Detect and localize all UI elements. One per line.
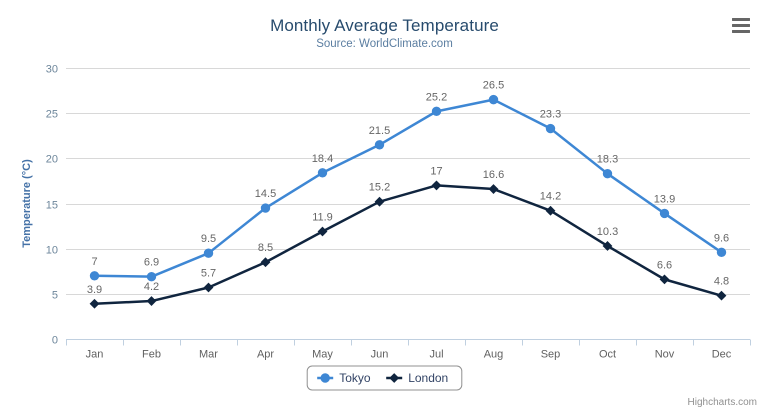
y-axis-title-group: Temperature (°C) xyxy=(21,159,33,248)
x-axis-tick-label: Dec xyxy=(712,349,732,361)
data-point-marker[interactable] xyxy=(317,168,328,178)
data-point-label: 25.2 xyxy=(426,91,447,103)
data-point-label: 23.3 xyxy=(540,109,561,121)
y-axis-tick-label: 20 xyxy=(46,154,58,166)
data-point-label: 14.5 xyxy=(255,188,276,200)
y-axis-tick-label: 30 xyxy=(46,64,58,76)
y-axis-tick-label: 10 xyxy=(46,245,58,257)
data-point-marker[interactable] xyxy=(146,271,157,282)
data-point-label: 10.3 xyxy=(597,226,618,238)
data-point-label: 14.2 xyxy=(540,191,561,203)
data-point-marker[interactable] xyxy=(203,282,214,293)
data-point-label: 9.6 xyxy=(714,232,729,244)
x-axis-tick-label: Jun xyxy=(371,349,389,361)
data-point-marker[interactable] xyxy=(89,271,100,281)
legend-label: London xyxy=(408,371,448,385)
legend-box xyxy=(306,365,463,391)
data-point-label: 7 xyxy=(91,256,97,268)
legend-item-tokyo[interactable]: Tokyo xyxy=(317,371,371,385)
data-point-label: 15.2 xyxy=(369,182,390,194)
x-axis-tick-label: Oct xyxy=(599,349,616,361)
data-point-label: 9.5 xyxy=(201,233,216,245)
series-data-labels: 7 6.9 9.5 14.5 18.4 21.5 25.2 26.5 23.3 18.3 13.9 9… xyxy=(87,80,729,296)
y-axis-title: Temperature (°C) xyxy=(21,159,33,248)
x-axis-tick-label: Jul xyxy=(429,349,443,361)
data-point-label: 8.5 xyxy=(258,242,273,254)
series-line-london[interactable] xyxy=(93,184,723,306)
legend-label: Tokyo xyxy=(339,371,371,385)
data-point-label: 17 xyxy=(430,165,442,177)
data-point-marker[interactable] xyxy=(260,203,271,213)
chart-legend[interactable]: Tokyo London xyxy=(306,365,463,391)
credits-link[interactable]: Highcharts.com xyxy=(687,397,757,408)
data-point-marker[interactable] xyxy=(260,257,271,268)
hamburger-bar-3 xyxy=(732,29,750,33)
data-point-marker[interactable] xyxy=(374,196,385,207)
data-point-marker[interactable] xyxy=(488,184,499,194)
series-lines xyxy=(93,98,723,306)
data-point-label: 4.8 xyxy=(714,276,729,288)
data-point-marker[interactable] xyxy=(659,208,670,219)
chart-title: Monthly Average Temperature xyxy=(270,16,499,35)
data-point-marker[interactable] xyxy=(488,94,499,105)
data-point-marker[interactable] xyxy=(602,168,613,179)
y-axis-labels: 0 5 10 15 20 25 30 xyxy=(46,64,58,347)
y-axis-tick-label: 0 xyxy=(52,335,58,347)
data-point-label: 21.5 xyxy=(369,125,390,137)
data-point-marker[interactable] xyxy=(545,123,556,134)
data-point-label: 3.9 xyxy=(87,284,102,296)
data-point-marker[interactable] xyxy=(203,248,214,258)
y-axis-tick-label: 5 xyxy=(52,290,58,302)
x-axis-tick-label: May xyxy=(312,349,333,361)
data-point-label: 6.6 xyxy=(657,259,672,271)
hamburger-bar-2 xyxy=(732,23,750,27)
data-point-label: 18.4 xyxy=(312,153,333,165)
x-axis-tick-label: Mar xyxy=(199,349,218,361)
y-axis-tick-label: 25 xyxy=(46,109,58,121)
context-menu-icon[interactable] xyxy=(729,14,753,36)
data-point-marker[interactable] xyxy=(716,290,727,301)
data-point-label: 6.9 xyxy=(144,257,159,269)
x-axis-labels: Jan Feb Mar Apr May Jun Jul Aug Sep Oct Nov Dec xyxy=(86,349,732,361)
x-axis-line xyxy=(66,339,751,346)
data-point-label: 11.9 xyxy=(312,212,333,224)
x-axis-tick-label: Apr xyxy=(257,349,274,361)
data-point-marker[interactable] xyxy=(146,296,157,306)
legend-item-london[interactable]: London xyxy=(386,371,448,385)
x-axis-tick-label: Sep xyxy=(541,349,561,361)
data-point-label: 26.5 xyxy=(483,80,504,92)
data-point-marker[interactable] xyxy=(317,226,328,237)
data-point-marker[interactable] xyxy=(602,241,613,251)
data-point-label: 5.7 xyxy=(201,268,216,280)
data-point-marker[interactable] xyxy=(89,298,100,309)
legend-marker-icon xyxy=(320,373,330,383)
data-point-marker[interactable] xyxy=(716,247,727,257)
hamburger-bar-1 xyxy=(732,17,750,21)
data-point-marker[interactable] xyxy=(431,180,442,191)
data-point-marker[interactable] xyxy=(374,140,385,150)
x-axis-tick-label: Feb xyxy=(142,349,161,361)
data-point-label: 13.9 xyxy=(654,193,675,205)
y-axis-tick-label: 15 xyxy=(46,200,58,212)
data-point-label: 18.3 xyxy=(597,154,618,166)
chart-subtitle: Source: WorldClimate.com xyxy=(316,38,453,50)
x-axis-tick-label: Aug xyxy=(484,349,504,361)
series-line-tokyo[interactable] xyxy=(93,98,723,278)
data-point-label: 16.6 xyxy=(483,169,504,181)
x-axis-tick-label: Nov xyxy=(655,349,675,361)
x-axis-tick-label: Jan xyxy=(86,349,104,361)
y-gridlines xyxy=(66,68,750,340)
series-markers xyxy=(89,94,727,309)
data-point-marker[interactable] xyxy=(659,274,670,285)
data-point-marker[interactable] xyxy=(545,205,556,216)
data-point-marker[interactable] xyxy=(431,106,442,117)
legend-marker-icon xyxy=(389,373,400,383)
data-point-label: 4.2 xyxy=(144,281,159,293)
